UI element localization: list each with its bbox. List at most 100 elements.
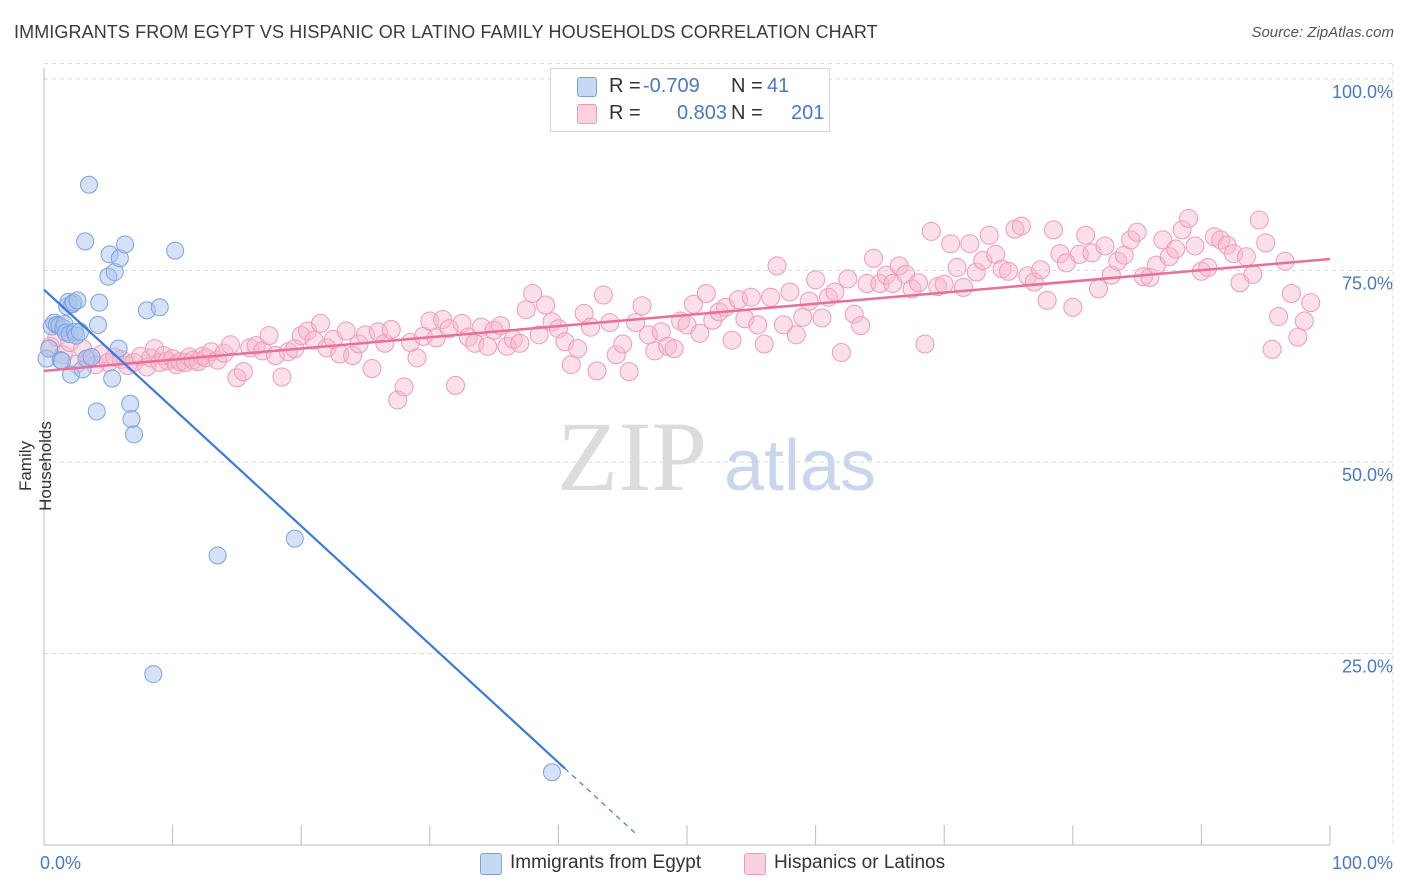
point-hispanic xyxy=(510,333,530,353)
chart-title: IMMIGRANTS FROM EGYPT VS HISPANIC OR LAT… xyxy=(14,22,878,42)
point-hispanic xyxy=(773,315,793,335)
point-egypt xyxy=(116,235,135,254)
point-hispanic xyxy=(786,325,806,345)
point-egypt xyxy=(208,546,227,565)
point-egypt xyxy=(87,402,106,421)
point-egypt xyxy=(150,298,169,317)
point-egypt xyxy=(122,410,141,429)
point-hispanic xyxy=(1037,290,1057,310)
point-hispanic xyxy=(1063,297,1083,317)
point-hispanic xyxy=(1089,279,1109,299)
point-egypt xyxy=(125,425,144,444)
point-egypt xyxy=(166,241,185,260)
point-hispanic xyxy=(581,317,601,337)
y-tick-label: 75.0% xyxy=(1342,274,1393,294)
point-hispanic xyxy=(722,330,742,350)
point-hispanic xyxy=(343,346,363,366)
point-egypt xyxy=(80,175,99,194)
point-hispanic xyxy=(1211,230,1231,250)
point-hispanic xyxy=(516,300,536,320)
trend-line-egypt-extension xyxy=(564,767,636,834)
point-hispanic xyxy=(966,262,986,282)
point-hispanic xyxy=(336,321,356,341)
point-hispanic xyxy=(1159,247,1179,267)
point-hispanic xyxy=(1249,210,1269,230)
watermark-atlas: atlas xyxy=(724,426,876,506)
point-hispanic xyxy=(838,269,858,289)
point-hispanic xyxy=(593,285,613,305)
point-hispanic xyxy=(259,326,279,346)
point-hispanic xyxy=(561,355,581,375)
y-axis-label: Family Households xyxy=(16,421,55,511)
point-hispanic xyxy=(1281,283,1301,303)
point-hispanic xyxy=(1269,306,1289,326)
bottom-legend-label: Immigrants from Egypt xyxy=(510,852,702,873)
legend-swatch-blue xyxy=(577,77,597,97)
point-hispanic xyxy=(1121,230,1141,250)
trend-lines xyxy=(43,257,1331,834)
correlation-legend: R = -0.709 N = 41 R = 0.803 N = 201 xyxy=(550,68,830,132)
point-hispanic xyxy=(812,308,832,328)
point-hispanic xyxy=(780,282,800,302)
point-hispanic xyxy=(1140,267,1160,287)
point-egypt xyxy=(82,348,101,367)
point-hispanic xyxy=(767,256,787,276)
point-hispanic xyxy=(831,342,851,362)
point-hispanic xyxy=(915,334,935,354)
point-hispanic xyxy=(941,234,961,254)
point-hispanic xyxy=(220,335,240,355)
grid-lines xyxy=(44,63,1394,845)
watermark-zip: ZIP xyxy=(557,401,707,512)
point-hispanic xyxy=(1198,257,1218,277)
trend-line-hispanic xyxy=(43,257,1331,373)
point-hispanic xyxy=(761,287,781,307)
point-hispanic xyxy=(1127,222,1147,242)
point-egypt xyxy=(90,293,109,312)
point-hispanic xyxy=(1011,216,1031,236)
legend-n-value: 201 xyxy=(791,102,825,124)
legend-r-label: R = xyxy=(609,75,641,97)
point-hispanic xyxy=(1050,244,1070,264)
point-egypt xyxy=(89,315,108,334)
point-hispanic xyxy=(613,334,633,354)
point-hispanic xyxy=(1095,236,1115,256)
point-egypt xyxy=(68,291,87,310)
point-hispanic xyxy=(606,345,626,365)
point-egypt xyxy=(121,394,140,413)
point-hispanic xyxy=(1044,220,1064,240)
point-hispanic xyxy=(310,313,330,333)
point-egypt xyxy=(71,322,90,341)
legend-n-value: 41 xyxy=(767,75,790,97)
point-hispanic xyxy=(953,277,973,297)
point-hispanic xyxy=(246,336,266,356)
point-hispanic xyxy=(741,287,761,307)
y-tick-label: 100.0% xyxy=(1332,82,1393,102)
point-hispanic xyxy=(529,325,549,345)
point-hispanic xyxy=(921,221,941,241)
tick-labels: 25.0% 50.0% 75.0% 100.0% 0.0% 100.0% xyxy=(40,82,1393,873)
point-hispanic xyxy=(272,367,292,387)
point-hispanic xyxy=(1262,339,1282,359)
point-egypt xyxy=(285,529,304,548)
point-hispanic xyxy=(645,341,665,361)
point-egypt xyxy=(109,339,128,358)
y-tick-label: 50.0% xyxy=(1342,465,1393,485)
point-hispanic xyxy=(979,225,999,245)
point-hispanic xyxy=(433,310,453,330)
point-hispanic xyxy=(1294,311,1314,331)
point-hispanic xyxy=(748,315,768,335)
point-hispanic xyxy=(863,248,883,268)
point-hispanic xyxy=(690,323,710,343)
point-hispanic xyxy=(696,283,716,303)
point-hispanic xyxy=(1076,225,1096,245)
point-hispanic xyxy=(960,234,980,254)
trend-line-egypt xyxy=(43,288,566,770)
point-hispanic xyxy=(523,283,543,303)
point-hispanic xyxy=(587,361,607,381)
series-hispanics-points xyxy=(40,208,1321,410)
point-hispanic xyxy=(1224,244,1244,264)
point-hispanic xyxy=(1185,236,1205,256)
x-tick-label-max: 100.0% xyxy=(1332,853,1393,873)
point-hispanic xyxy=(478,336,498,356)
